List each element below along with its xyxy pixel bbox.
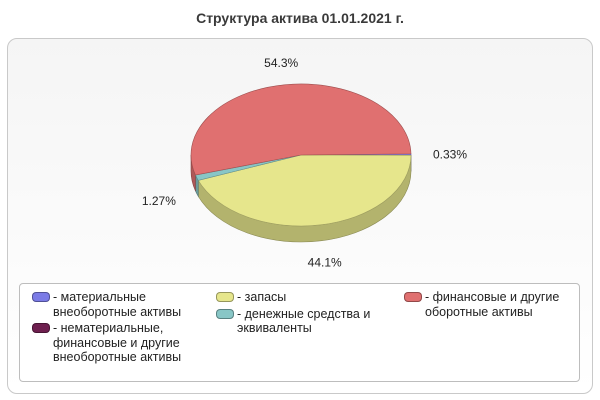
pie-slice-4 [190, 83, 412, 176]
legend-swatch-1 [32, 323, 50, 333]
pie-label-2: 44.1% [308, 256, 342, 270]
pie-data-labels: 0.33% 44.1% 1.27% 54.3% [142, 56, 467, 269]
legend-label-4-line-0: - финансовые и другие [425, 290, 560, 304]
legend-item-2: - запасы [216, 290, 286, 305]
chart-legend: - материальные внеоборотные активы - немат… [19, 283, 580, 382]
legend-label-4-line-1: оборотные активы [425, 304, 533, 319]
legend-label-0-line-1: внеоборотные активы [53, 304, 182, 319]
pie-top [190, 83, 412, 227]
legend-label-0-line-0: - материальные [53, 290, 146, 304]
legend-label-3-line-1: эквиваленты [237, 321, 312, 335]
legend-item-3: - денежные средства и эквиваленты [216, 307, 370, 336]
pie-label-3: 1.27% [142, 194, 176, 208]
legend-swatch-3 [216, 308, 234, 319]
pie-label-4: 54.3% [264, 56, 298, 70]
legend-label-1-line-2: внеоборотные активы [53, 350, 182, 364]
legend-label-3-line-0: - денежные средства и [237, 306, 371, 321]
pie-slice-2 [197, 154, 412, 227]
legend-label-1-line-0: - нематериальные, [53, 321, 164, 335]
legend-label-2-line-0: - запасы [237, 290, 287, 304]
legend-item-1: - нематериальные, финансовые и другие внео… [32, 321, 181, 365]
legend-swatch-0 [32, 292, 50, 302]
pie-label-0: 0.33% [433, 148, 467, 162]
legend-item-0: - материальные внеоборотные активы [32, 290, 181, 319]
legend-swatch-4 [404, 292, 422, 302]
chart-title: Структура актива 01.01.2021 г. [196, 10, 404, 26]
legend-item-4: - финансовые и другие оборотные активы [404, 290, 559, 319]
legend-label-1-line-1: финансовые и другие [53, 335, 180, 350]
legend-swatch-2 [216, 292, 234, 302]
